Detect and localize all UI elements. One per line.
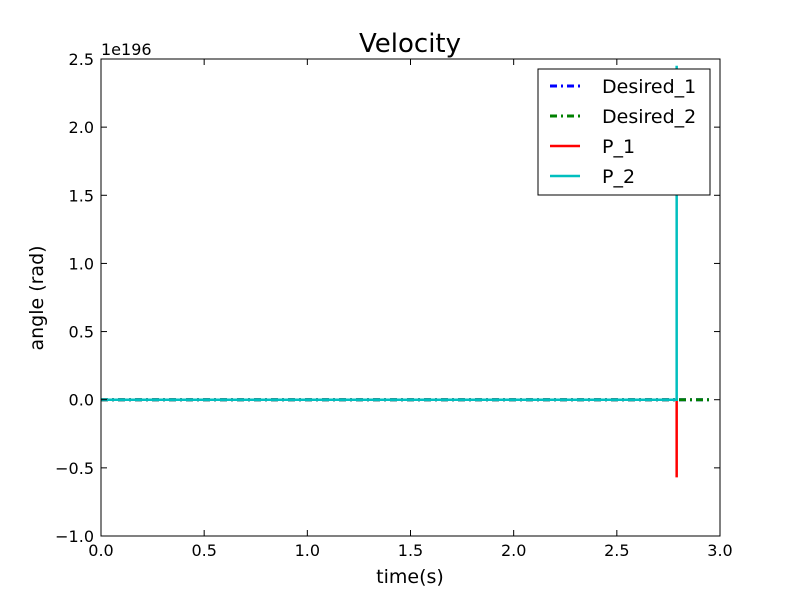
legend-box [537,68,711,196]
x-tick-label: 0.5 [191,541,216,560]
x-tick-label: 2.0 [501,541,526,560]
y-tick-label: 2.5 [69,50,94,69]
y-tick-label: 1.5 [69,186,94,205]
legend-label-desired-2: Desired_2 [602,106,696,128]
x-tick-label: 2.5 [604,541,629,560]
y-tick-label: 1.0 [69,254,94,273]
plot-area [100,58,721,537]
legend-label-p-1: P_1 [602,136,635,158]
legend: Desired_1 Desired_2 P_1 P_2 [537,68,711,196]
series-line-p-2 [101,65,678,401]
y-tick-label: 2.0 [69,118,94,137]
chart-title: Velocity [359,29,461,59]
legend-label-p-2: P_2 [602,166,635,188]
y-tick-label: 0.0 [69,391,94,410]
y-axis-label: angle (rad) [26,245,48,350]
x-tick-label: 3.0 [707,541,732,560]
x-tick-label: 1.0 [295,541,320,560]
x-tick-label: 0.0 [88,541,113,560]
y-axis-offset-label: 1e196 [101,40,152,59]
x-axis-label: time(s) [376,566,444,588]
y-tick-label: −0.5 [55,459,94,478]
legend-label-desired-1: Desired_1 [602,76,696,98]
y-tick-label: 0.5 [69,323,94,342]
x-tick-label: 1.5 [398,541,423,560]
y-tick-label: −1.0 [55,527,94,546]
